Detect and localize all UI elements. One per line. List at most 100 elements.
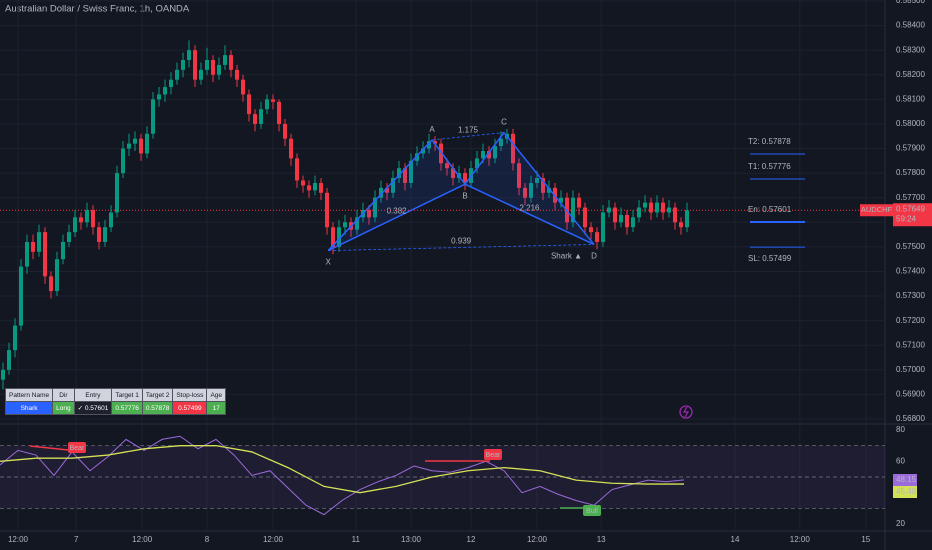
level-label: SL: 0.57499	[748, 254, 792, 263]
pattern-name: Shark ▲	[551, 252, 582, 261]
pattern-point-label: C	[501, 118, 507, 127]
y-tick-label: 80	[896, 425, 905, 434]
candle-body	[529, 182, 533, 198]
candle-body	[271, 99, 275, 102]
table-cell: ✓ 0.57601	[73, 401, 113, 415]
y-tick-label: 0.58300	[896, 45, 925, 54]
candle-body	[451, 168, 455, 179]
pattern-leg	[464, 132, 505, 185]
x-tick-label: 12:00	[132, 535, 153, 544]
candle-body	[259, 109, 263, 124]
candle-body	[625, 214, 629, 228]
candle-body	[7, 350, 11, 370]
candle-body	[397, 168, 401, 179]
y-tick-label: 0.57400	[896, 267, 925, 276]
table-cell: Shark	[4, 401, 54, 415]
table-cell: Age	[206, 388, 227, 402]
candle-body	[1, 369, 5, 380]
candle-body	[631, 217, 635, 228]
pattern-triangle	[328, 139, 465, 251]
candle-body	[499, 138, 503, 147]
candle-body	[43, 232, 47, 277]
candle-body	[187, 50, 191, 61]
candle-body	[19, 266, 23, 326]
x-tick-label: 13:00	[401, 535, 422, 544]
candle-body	[91, 210, 95, 228]
candle-body	[391, 178, 395, 193]
candle-body	[445, 163, 449, 169]
candle-body	[235, 69, 239, 80]
candle-body	[169, 79, 173, 88]
divergence-line	[29, 445, 69, 451]
candle-body	[487, 150, 491, 159]
pattern-point-label: B	[462, 191, 467, 200]
y-tick-label: 0.58400	[896, 21, 925, 30]
pattern-point-label: X	[326, 258, 332, 267]
candle-body	[199, 69, 203, 80]
level-label: T1: 0.57776	[748, 162, 791, 171]
table-cell: 17	[206, 401, 227, 415]
symbol-badge	[860, 204, 893, 217]
candle-body	[373, 197, 377, 218]
candle-body	[115, 173, 119, 213]
pattern-leg	[327, 139, 433, 252]
candle-body	[25, 241, 29, 267]
candle-body	[211, 60, 215, 75]
x-tick-label: 11	[352, 535, 361, 544]
pattern-leg	[464, 183, 595, 246]
table-cell: Target 1	[111, 388, 143, 402]
candle-body	[379, 187, 383, 198]
candle-body	[367, 210, 371, 218]
y-tick-label: 0.58200	[896, 70, 925, 79]
candle-body	[157, 94, 161, 100]
candle-body	[331, 227, 335, 247]
x-tick-label: 15	[861, 535, 870, 544]
candle-body	[421, 148, 425, 154]
candle-body	[655, 202, 659, 213]
candle-body	[139, 138, 143, 154]
candle-body	[283, 123, 287, 139]
candle-body	[163, 87, 167, 95]
candle-body	[217, 64, 221, 75]
divergence-tag	[68, 442, 86, 453]
table-row: Shark Long ✓ 0.57601 0.57776 0.57878 0.57499 1…	[4, 401, 227, 415]
candle-body	[355, 217, 359, 230]
value-badge	[893, 474, 917, 486]
y-tick-label: 0.58500	[896, 0, 925, 5]
candle-body	[145, 133, 149, 154]
y-tick-label: 0.57300	[896, 291, 925, 300]
divergence-label: Bear	[70, 445, 85, 452]
level-label: T2: 0.57878	[748, 137, 791, 146]
candle-body	[535, 178, 539, 183]
candle-body	[511, 133, 515, 164]
y-tick-label: 0.56900	[896, 390, 925, 399]
candle-body	[31, 241, 35, 252]
pattern-point-label: A	[429, 125, 435, 134]
table-cell: 0.57878	[141, 401, 174, 415]
candle-body	[517, 163, 521, 188]
symbol-badge-text: AUDCHF	[861, 205, 893, 214]
candle-body	[433, 141, 437, 144]
candle-body	[205, 60, 209, 70]
candle-body	[313, 182, 317, 191]
candle-body	[337, 227, 341, 247]
x-tick-label: 12:00	[263, 535, 284, 544]
candle-body	[121, 148, 125, 174]
candle-body	[97, 227, 101, 242]
table-cell: Target 2	[141, 388, 174, 402]
pattern-point-label: D	[591, 252, 597, 261]
candle-body	[673, 207, 677, 223]
candle-body	[415, 153, 419, 161]
candle-body	[127, 143, 131, 149]
indicator-line	[0, 435, 685, 516]
candle-body	[619, 214, 623, 223]
x-tick-label: 7	[74, 535, 79, 544]
alert-icon[interactable]	[679, 405, 693, 419]
y-tick-label: 0.57200	[896, 316, 925, 325]
candle-body	[253, 114, 257, 124]
candle-body	[319, 182, 323, 193]
table-cell: 0.57499	[172, 401, 208, 415]
pattern-ratio: 0.939	[451, 237, 472, 246]
pattern-leg	[328, 244, 595, 251]
